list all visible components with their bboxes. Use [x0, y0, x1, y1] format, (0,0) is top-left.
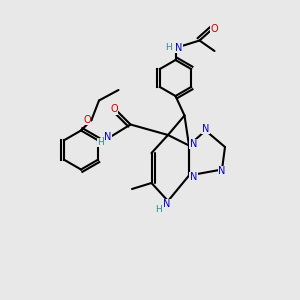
Text: N: N: [104, 131, 112, 142]
Text: N: N: [175, 43, 182, 53]
Text: O: O: [83, 115, 91, 125]
Text: N: N: [190, 139, 197, 149]
Text: H: H: [156, 205, 162, 214]
Text: H: H: [97, 138, 104, 147]
Text: O: O: [211, 23, 218, 34]
Text: N: N: [190, 172, 197, 182]
Text: O: O: [110, 104, 118, 115]
Text: H: H: [165, 44, 171, 52]
Text: N: N: [202, 124, 209, 134]
Text: N: N: [163, 199, 170, 209]
Text: N: N: [218, 166, 226, 176]
